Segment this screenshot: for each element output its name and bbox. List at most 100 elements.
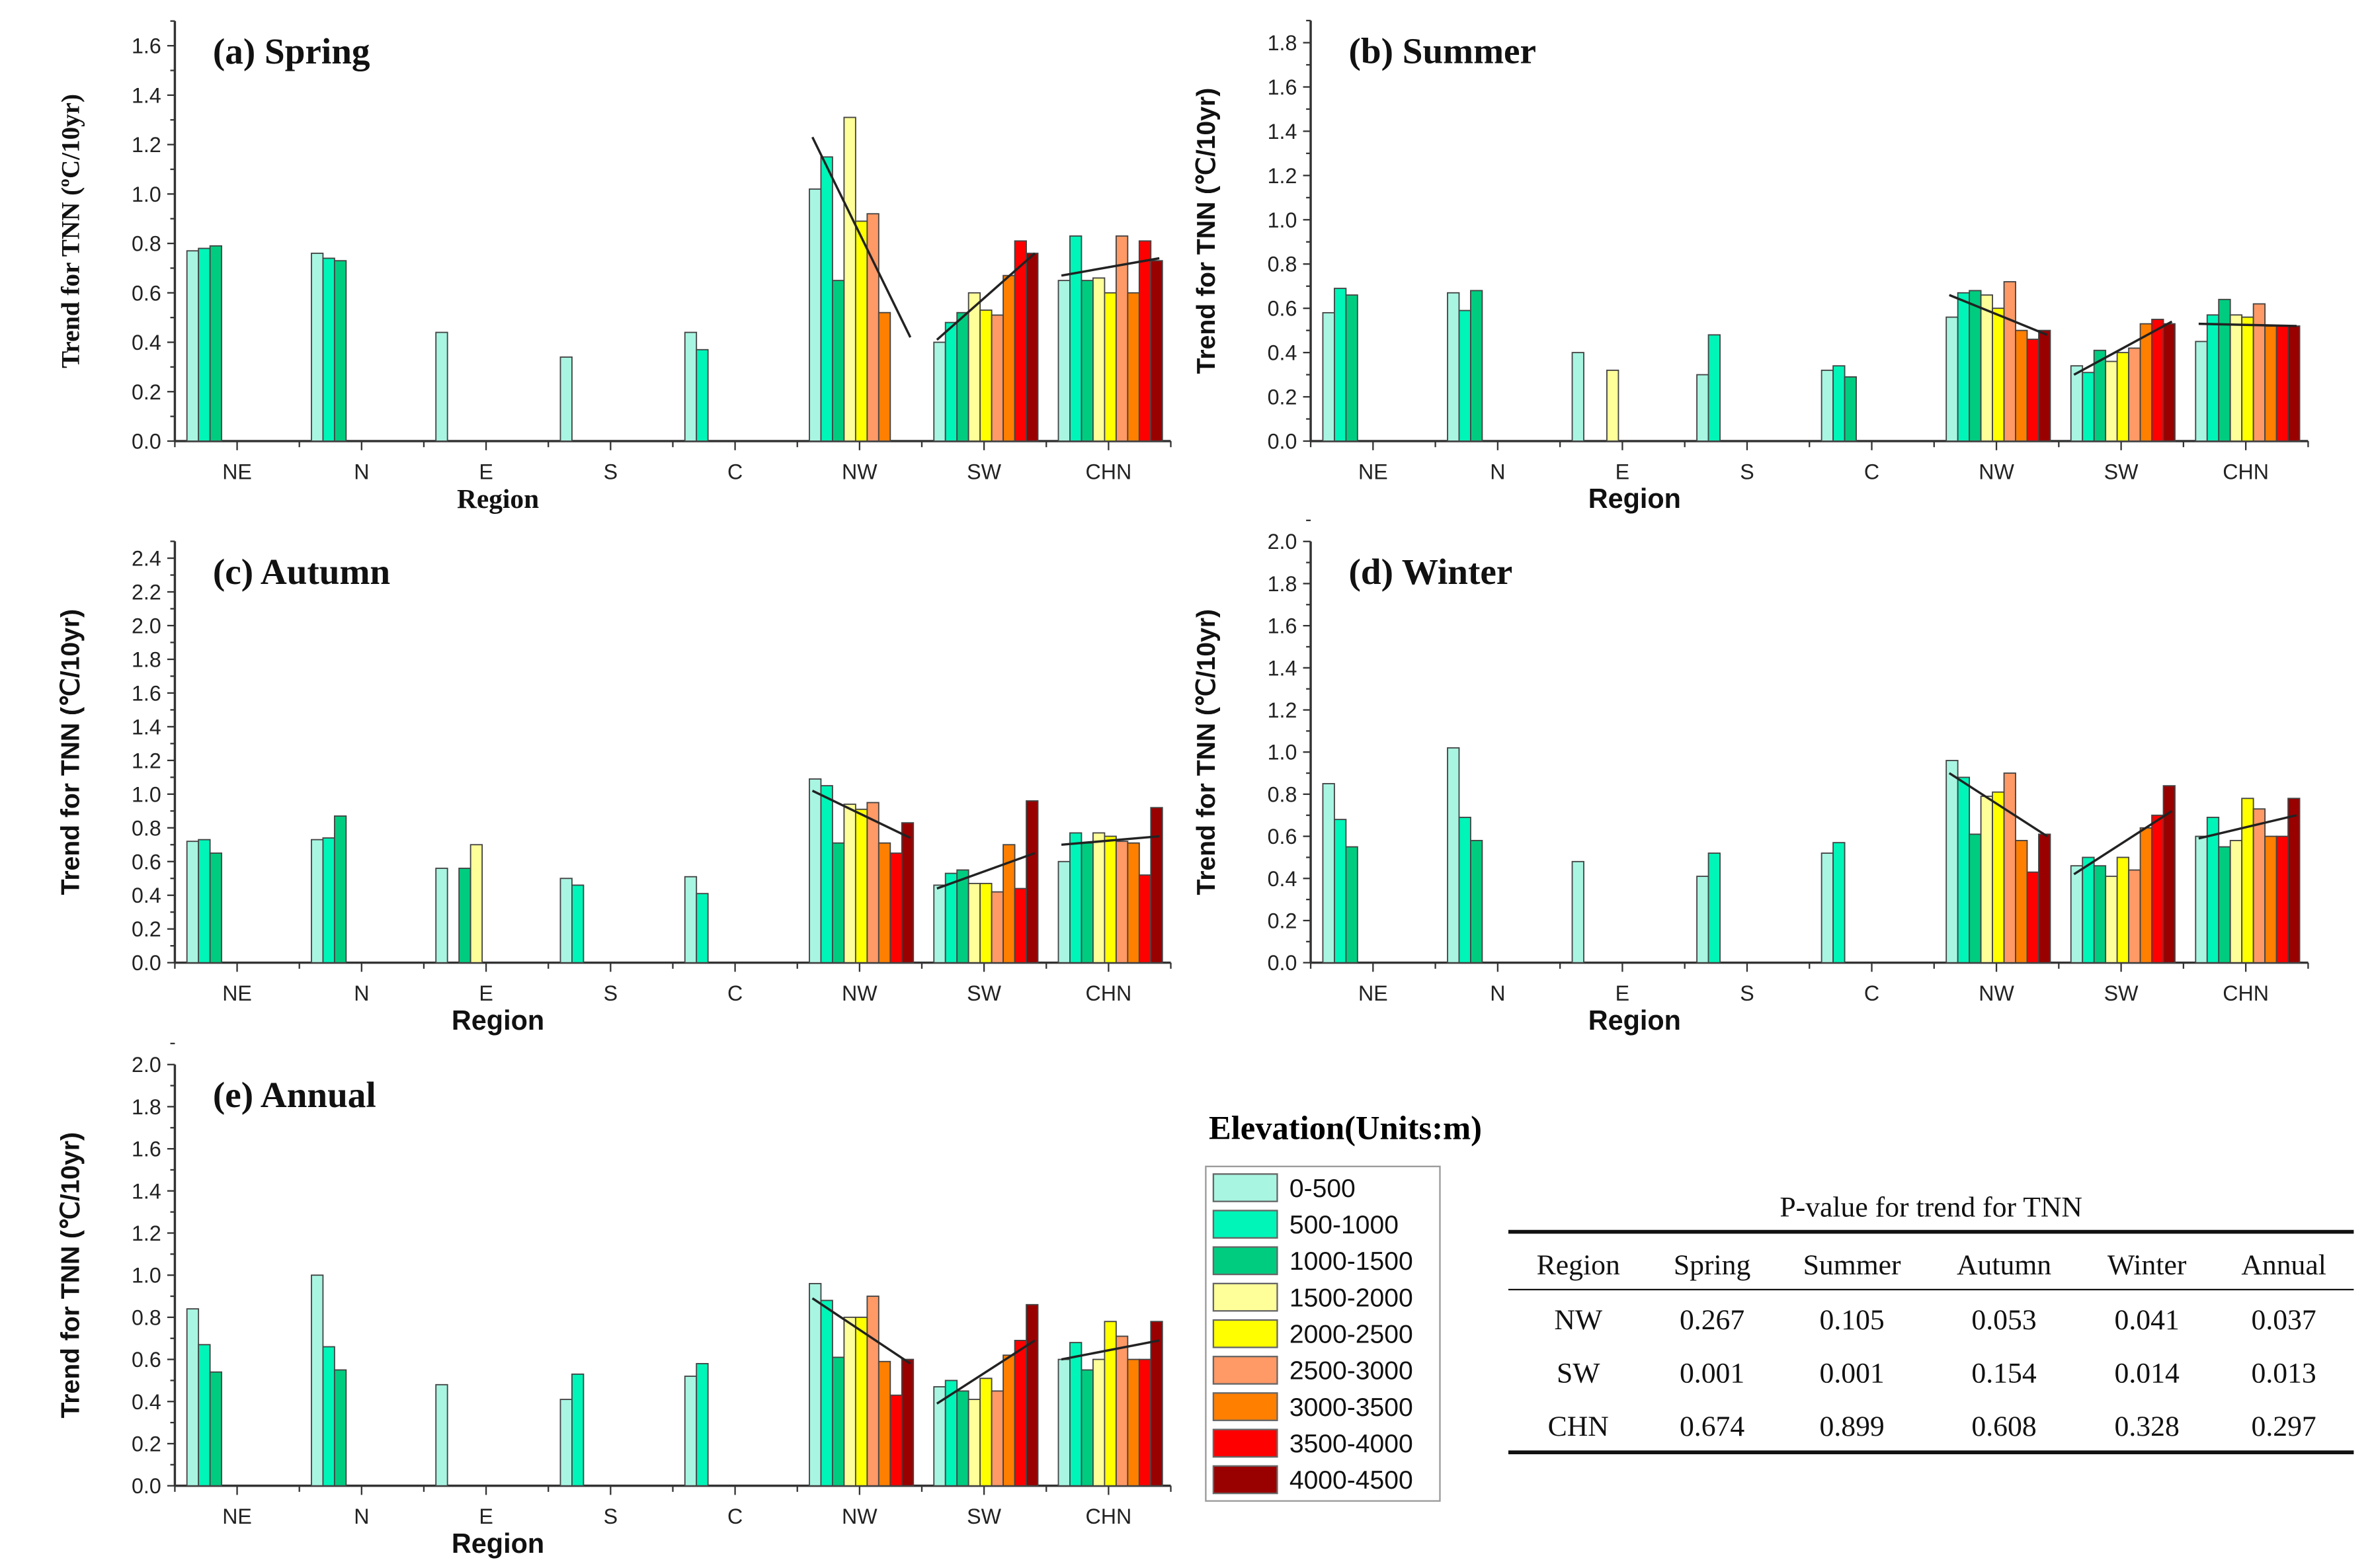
bar-chn-3000-3500 xyxy=(2264,835,2277,964)
trendline-chn xyxy=(1061,1339,1160,1361)
bar-n-1000-1500 xyxy=(1470,840,1483,964)
table-row-region: CHN xyxy=(1548,1411,1609,1442)
table-cells: Region Spring Summer Autumn Winter Annual NW 0.… xyxy=(1537,1249,2326,1442)
bar-chn-3500-4000 xyxy=(2275,325,2289,442)
x-axis-label: Region xyxy=(452,1528,544,1559)
y-tick-label: 0.2 xyxy=(132,917,161,941)
x-tick-label: SW xyxy=(2104,460,2139,483)
legend-label: 3500-4000 xyxy=(1289,1430,1413,1458)
bar-chn-1500-2000 xyxy=(1092,277,1106,442)
y-tick-label: 0.0 xyxy=(132,1474,161,1498)
bar-sw-3000-3500 xyxy=(1002,1354,1016,1487)
bar-sw-0-500 xyxy=(933,341,946,442)
bar-ne-0-500 xyxy=(186,841,200,964)
table-cell: 0.041 xyxy=(2115,1304,2180,1336)
bar-sw-3500-4000 xyxy=(2151,814,2164,964)
bar-sw-1500-2000 xyxy=(967,292,981,442)
bar-c-500-1000 xyxy=(696,1363,709,1487)
bar-c-0-500 xyxy=(684,1376,698,1487)
bar-nw-3500-4000 xyxy=(889,852,903,964)
legend-swatch xyxy=(1212,1319,1278,1348)
bar-n-1000-1500 xyxy=(333,260,347,442)
legend-label: 2000-2500 xyxy=(1289,1321,1413,1349)
bar-chn-2500-3000 xyxy=(1115,235,1129,442)
legend-label: 3000-3500 xyxy=(1289,1393,1413,1422)
table-cell: 0.001 xyxy=(1819,1357,1884,1389)
bar-ne-0-500 xyxy=(1322,783,1335,964)
bar-nw-2500-3000 xyxy=(2003,281,2016,442)
y-tick-label: 0.2 xyxy=(1268,386,1297,409)
x-tick-label: NW xyxy=(842,1505,878,1528)
bar-sw-2000-2500 xyxy=(979,1378,993,1487)
x-tick-label: C xyxy=(727,981,743,1005)
chart-panel-cautumn: 0.0 0.2 0.4 0.6 0.8 1.0 1.2 1.4 1.6 1.8 2.0 2.2 2.4 N… xyxy=(57,540,1172,1036)
y-tick-label: 1.2 xyxy=(1268,164,1297,188)
bar-sw-4000-4500 xyxy=(2162,323,2176,442)
bar-s-500-1000 xyxy=(571,1373,585,1487)
x-tick-label: NW xyxy=(1979,460,2014,483)
bar-n-0-500 xyxy=(311,1274,324,1487)
y-tick-label: 0.0 xyxy=(1268,951,1297,975)
y-tick-label: 0.6 xyxy=(1268,297,1297,321)
panels: 0.00.20.40.60.81.01.21.41.6NE N E S C NW SW CHN… xyxy=(57,19,2309,1559)
bar-chn-4000-4500 xyxy=(1150,1321,1163,1487)
legend-swatch xyxy=(1212,1392,1278,1421)
bar-sw-3500-4000 xyxy=(1014,1339,1027,1487)
bar-chn-0-500 xyxy=(1057,860,1071,964)
bar-chn-2000-2500 xyxy=(1104,1321,1117,1487)
y-tick-label: 0.2 xyxy=(132,380,161,404)
bar-chn-2000-2500 xyxy=(2241,316,2254,442)
y-tick-label: 2.2 xyxy=(132,581,161,604)
bar-nw-3000-3500 xyxy=(2015,840,2028,964)
bar-sw-1500-2000 xyxy=(2105,360,2118,442)
x-tick-label: NW xyxy=(842,460,878,483)
bar-nw-3000-3500 xyxy=(878,1360,891,1487)
y-tick-label: 0.0 xyxy=(1268,429,1297,453)
table-cell: 0.297 xyxy=(2252,1411,2316,1442)
bar-nw-3500-4000 xyxy=(889,1394,903,1487)
legend-swatch xyxy=(1212,1246,1278,1276)
bar-c-500-1000 xyxy=(696,893,709,964)
bar-chn-4000-4500 xyxy=(2287,325,2301,442)
bar-s-0-500 xyxy=(559,1399,573,1487)
table-cell: 0.053 xyxy=(1971,1304,2036,1336)
bar-nw-4000-4500 xyxy=(2038,329,2051,442)
trendline-nw xyxy=(811,1297,911,1365)
x-tick-label: C xyxy=(1864,460,1879,483)
bar-chn-4000-4500 xyxy=(1150,807,1163,964)
y-tick-label: 1.4 xyxy=(132,83,161,107)
table-cell: 0.154 xyxy=(1971,1357,2036,1389)
y-tick-label: 1.0 xyxy=(132,782,161,806)
bar-chn-3000-3500 xyxy=(1127,1358,1140,1487)
bar-sw-1000-1500 xyxy=(956,311,969,442)
bar-chn-3500-4000 xyxy=(1138,240,1152,442)
legend-swatch xyxy=(1212,1428,1278,1458)
bar-e-1000-1500 xyxy=(458,868,471,964)
bar-sw-1000-1500 xyxy=(956,869,969,964)
bar-ne-500-1000 xyxy=(1333,288,1347,442)
y-tick-label: 1.4 xyxy=(1268,656,1297,680)
legend-items: 0-500 500-1000 1000-1500 1500-2000 2000-2500… xyxy=(1212,1173,1413,1495)
trendline-nw xyxy=(811,790,911,839)
bar-ne-1000-1500 xyxy=(209,852,223,964)
bar-chn-2500-3000 xyxy=(2252,808,2266,964)
bar-chn-500-1000 xyxy=(1069,1342,1083,1487)
bar-chn-2000-2500 xyxy=(1104,292,1117,442)
table-cell: 0.013 xyxy=(2252,1357,2316,1389)
bar-sw-2500-3000 xyxy=(991,314,1004,442)
bar-chn-3500-4000 xyxy=(1138,874,1152,964)
bar-nw-2000-2500 xyxy=(854,808,868,964)
bar-sw-0-500 xyxy=(2070,365,2084,442)
bar-nw-4000-4500 xyxy=(2038,833,2051,964)
bar-nw-1000-1500 xyxy=(1969,290,1982,442)
legend-label: 4000-4500 xyxy=(1289,1466,1413,1495)
y-axis-label: Trend for TNN (ºC/10yr) xyxy=(57,94,85,368)
bar-nw-2500-3000 xyxy=(866,802,879,964)
x-tick-label: E xyxy=(479,1505,493,1528)
panel-title: (e) Annual xyxy=(213,1075,376,1115)
bar-n-500-1000 xyxy=(322,257,335,442)
legend-label: 1000-1500 xyxy=(1289,1247,1413,1276)
y-tick-label: 1.6 xyxy=(132,681,161,705)
bar-c-0-500 xyxy=(684,331,698,442)
bar-c-500-1000 xyxy=(1832,365,1846,442)
